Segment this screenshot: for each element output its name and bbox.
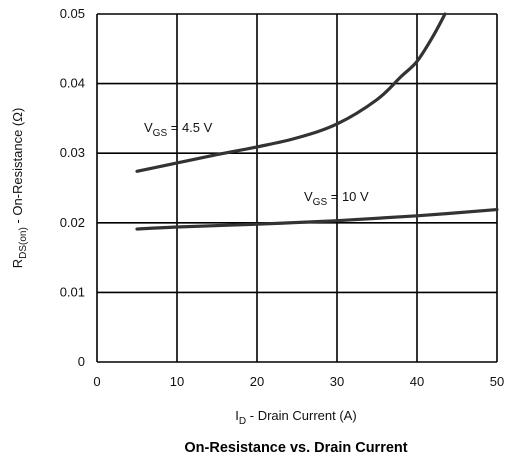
series-line-vgs-10	[135, 207, 499, 231]
series-curves	[135, 12, 499, 231]
series-label-vgs-4-5: VGS = 4.5 V	[144, 120, 213, 139]
y-tick-label: 0.03	[60, 145, 85, 160]
y-tick-label: 0.04	[60, 76, 85, 91]
x-tick-label: 10	[170, 374, 184, 389]
y-axis-label: RDS(on) - On-Resistance (Ω)	[10, 108, 29, 269]
series-label-vgs-10: VGS = 10 V	[304, 189, 369, 208]
x-tick-labels: 0 10 20 30 40 50	[93, 374, 504, 389]
y-tick-label: 0	[78, 354, 85, 369]
x-axis-label: ID - Drain Current (A)	[235, 408, 356, 427]
x-tick-label: 30	[330, 374, 344, 389]
y-tick-label: 0.01	[60, 284, 85, 299]
x-tick-label: 40	[410, 374, 424, 389]
series-line-vgs-4-5	[135, 12, 447, 173]
x-tick-label: 50	[490, 374, 504, 389]
y-tick-label: 0.02	[60, 215, 85, 230]
chart-title: On-Resistance vs. Drain Current	[184, 440, 407, 456]
y-tick-label: 0.05	[60, 6, 85, 21]
x-tick-label: 0	[93, 374, 100, 389]
y-tick-labels: 0 0.01 0.02 0.03 0.04 0.05	[60, 6, 85, 369]
grid-lines	[96, 13, 498, 363]
x-tick-label: 20	[250, 374, 264, 389]
